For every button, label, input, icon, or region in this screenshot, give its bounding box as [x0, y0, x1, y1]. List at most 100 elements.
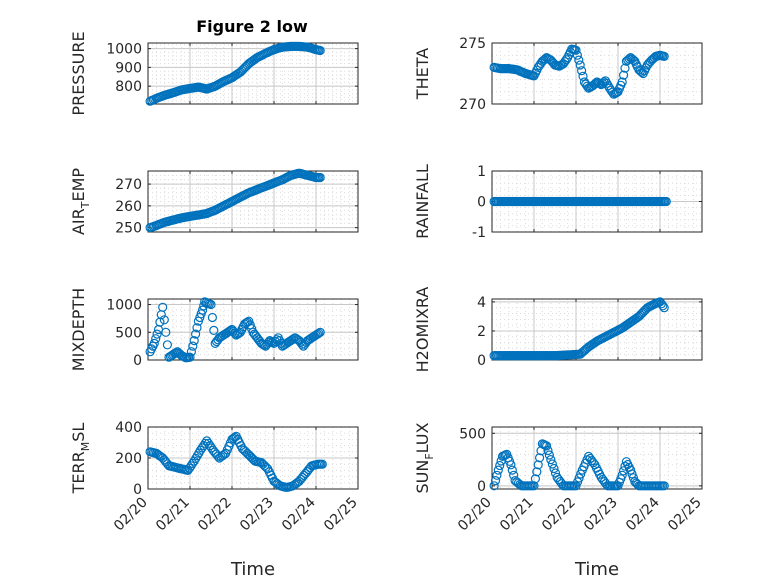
- y-axis-label-main: RAINFALL: [413, 164, 432, 239]
- data-point: [541, 441, 552, 451]
- data-point: [237, 444, 248, 454]
- data-point: [572, 477, 583, 487]
- data-point: [206, 299, 216, 310]
- y-axis-label: THETA: [413, 48, 432, 100]
- data-point: [189, 336, 199, 346]
- data-point: [658, 301, 668, 311]
- subplot-air: 250 260 270 AIRTEMP: [69, 168, 359, 237]
- y-axis-label: PRESSURE: [69, 31, 88, 115]
- y-axis-label-suffix: LUX: [413, 422, 432, 453]
- y-axis-label: AIRTEMP: [69, 168, 92, 235]
- data-point: [245, 451, 255, 461]
- y-tick-label: 800: [115, 79, 142, 95]
- data-point: [578, 71, 588, 81]
- data-point: [543, 445, 553, 456]
- data-point: [183, 465, 193, 475]
- subplot-mixdepth: 0 500 1000 MIXDEPTH: [69, 288, 359, 371]
- axes-box: [147, 298, 359, 361]
- data-point: [241, 318, 251, 328]
- data-point: [256, 458, 266, 468]
- y-tick-label: 0: [133, 353, 142, 369]
- y-axis-label: SUNFLUX: [413, 422, 436, 493]
- data-point: [561, 55, 571, 65]
- y-tick-label: 0: [477, 353, 486, 369]
- data-point: [575, 60, 585, 70]
- axes-box: [147, 170, 359, 233]
- data-point: [186, 461, 196, 471]
- y-axis-label: H2OMIXRA: [413, 287, 432, 373]
- subplot-theta: 270 275 THETA: [413, 36, 703, 113]
- data-point: [490, 476, 501, 486]
- data-point: [203, 438, 213, 448]
- y-axis-label-main: THETA: [413, 48, 432, 100]
- data-point: [659, 481, 669, 491]
- data-point: [293, 477, 303, 487]
- data-point: [162, 340, 172, 350]
- y-tick-label: 0: [133, 482, 142, 498]
- y-tick-label: 400: [115, 420, 142, 436]
- y-tick-label: 2: [477, 324, 486, 340]
- y-tick-label: -1: [472, 225, 486, 241]
- axes-box: [147, 42, 359, 105]
- y-tick-label: 1000: [106, 298, 142, 314]
- data-point: [625, 465, 636, 475]
- data-point: [572, 50, 583, 60]
- subplot-pressure: 800 900 1000 PRESSURE: [69, 31, 359, 116]
- data-point: [198, 305, 208, 315]
- data-point: [624, 54, 634, 64]
- data-point: [205, 441, 215, 451]
- data-point: [571, 45, 581, 55]
- y-axis-label-subscript: M: [79, 442, 92, 452]
- data-point: [159, 315, 169, 325]
- data-point: [574, 55, 584, 65]
- data-point: [492, 470, 502, 480]
- data-point: [549, 463, 559, 474]
- y-axis-label-main: SUN: [413, 460, 432, 494]
- y-axis-label-main: TERR: [69, 451, 88, 494]
- data-point: [289, 334, 299, 344]
- y-axis-label-main: H2OMIXRA: [413, 287, 432, 373]
- data-point: [620, 63, 630, 73]
- figure-title: Figure 2 low: [196, 17, 308, 36]
- y-tick-label: 4: [477, 295, 486, 311]
- data-point: [618, 70, 629, 80]
- data-point: [544, 450, 555, 460]
- axes-box: [491, 298, 703, 361]
- data-point: [161, 327, 171, 337]
- data-point: [312, 329, 322, 339]
- data-point: [315, 172, 325, 183]
- data-point: [184, 463, 195, 473]
- x-axis-label: Time: [230, 559, 275, 580]
- data-point: [287, 335, 297, 345]
- data-point: [534, 453, 545, 463]
- data-point: [513, 478, 523, 488]
- data-point: [588, 458, 598, 468]
- data-point: [156, 452, 166, 462]
- y-tick-label: 275: [459, 36, 486, 52]
- data-point: [242, 317, 252, 327]
- data-point: [315, 45, 325, 56]
- data-point: [207, 312, 217, 323]
- data-point: [574, 473, 584, 483]
- y-axis-label-suffix: SL: [69, 423, 88, 442]
- data-point: [597, 78, 608, 88]
- y-tick-label: 1: [477, 164, 486, 180]
- data-point: [315, 327, 325, 337]
- data-point: [209, 325, 219, 335]
- data-point: [495, 460, 505, 471]
- data-point: [603, 81, 613, 91]
- y-axis-label: MIXDEPTH: [69, 288, 88, 371]
- data-point: [627, 469, 637, 479]
- y-axis-label-subscript: T: [79, 201, 92, 209]
- y-tick-label: 0: [477, 479, 486, 495]
- data-point: [149, 338, 159, 348]
- data-point: [185, 352, 195, 362]
- data-point: [188, 341, 198, 351]
- data-point: [218, 451, 228, 461]
- data-point: [244, 450, 254, 460]
- data-point: [202, 436, 212, 446]
- data-point: [539, 55, 549, 65]
- data-point: [530, 474, 541, 484]
- data-point: [628, 473, 639, 483]
- axes-box: [491, 42, 703, 105]
